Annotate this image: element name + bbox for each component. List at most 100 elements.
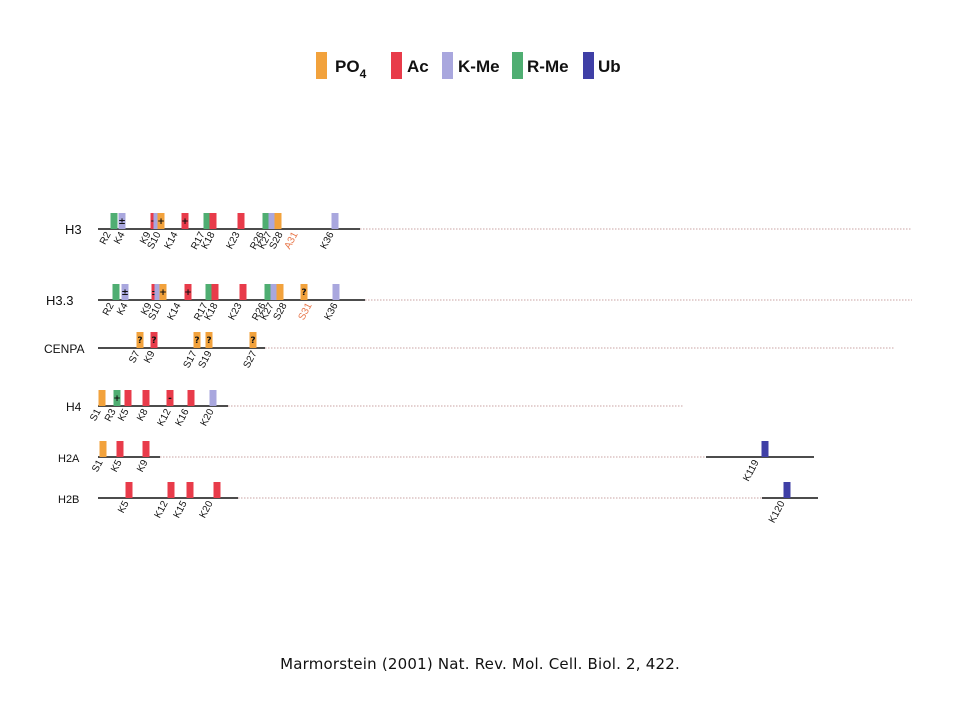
site-label-h4-k12: K12 bbox=[156, 407, 174, 428]
site-label-h3-3-k9: K9 bbox=[139, 301, 155, 317]
mark-h4-4-ac bbox=[166, 390, 174, 406]
histone-label-h3: H3 bbox=[65, 222, 82, 237]
histone-label-cenpa: CENPA bbox=[44, 342, 84, 356]
mark-h3-0-r-me bbox=[110, 213, 118, 229]
histone-row-h3-3: H3.3±±++?R2K4K9S10K14R17K18K23R26K27S28S… bbox=[46, 284, 912, 323]
site-label-h4-k8: K8 bbox=[135, 407, 151, 423]
mark-h3-5-ac bbox=[181, 213, 189, 229]
site-label-h3-k36: K36 bbox=[319, 230, 337, 251]
mark-h4-0-po4 bbox=[98, 390, 106, 406]
site-label-h2b-k12: K12 bbox=[153, 499, 171, 520]
mark-symbol-h4-1: + bbox=[113, 394, 121, 404]
site-label-h4-k16: K16 bbox=[174, 407, 192, 428]
histone-row-h2a: H2A S1 K5 K9 K119 bbox=[58, 441, 814, 483]
site-label-h3-k9: K9 bbox=[138, 230, 154, 246]
site-label-h3-a31: A31 bbox=[283, 230, 301, 251]
histone-label-h4: H4 bbox=[66, 400, 82, 414]
legend-item-po4: PO4 bbox=[316, 52, 367, 81]
mark-symbol-h3-1: ± bbox=[118, 217, 126, 227]
mark-h2a-1-ac bbox=[116, 441, 124, 457]
site-label-h3-3-k36: K36 bbox=[323, 301, 341, 322]
mark-symbol-h3-3-5: + bbox=[184, 288, 192, 298]
site-label-h2a-k5: K5 bbox=[109, 458, 125, 474]
site-label-h3-s28: S28 bbox=[268, 230, 286, 251]
mark-symbol-cenpa-4: ? bbox=[250, 336, 255, 346]
site-label-h4-s1: S1 bbox=[88, 407, 104, 423]
legend-item-r-me: R-Me bbox=[512, 52, 569, 79]
mark-h3-3-12-po4 bbox=[300, 284, 308, 300]
legend-label-r-me: R-Me bbox=[527, 57, 569, 76]
mark-symbol-cenpa-0: ? bbox=[137, 336, 142, 346]
mark-h3-3-13-k-me bbox=[332, 284, 340, 300]
mark-h3-3-3-k-me bbox=[154, 284, 162, 300]
site-label-h4-k20: K20 bbox=[199, 407, 217, 428]
site-label-h4-r3: R3 bbox=[103, 407, 119, 424]
mark-symbol-h3-3-1: ± bbox=[121, 288, 129, 298]
site-label-cenpa-k9: K9 bbox=[142, 349, 158, 365]
mark-h3-3-11-po4 bbox=[276, 284, 284, 300]
legend-swatch-k-me bbox=[442, 52, 453, 79]
legend-item-ub: Ub bbox=[583, 52, 621, 79]
site-label-h3-r2: R2 bbox=[98, 230, 114, 247]
mark-h3-12-k-me bbox=[331, 213, 339, 229]
mark-h3-3-k-me bbox=[153, 213, 161, 229]
legend-label-po4: PO4 bbox=[335, 57, 367, 81]
mark-symbol-h3-3-12: ? bbox=[301, 288, 306, 298]
mark-cenpa-4-po4 bbox=[249, 332, 257, 348]
mark-h3-3-4-po4 bbox=[159, 284, 167, 300]
mark-symbol-h3-5: + bbox=[181, 217, 189, 227]
mark-h4-5-ac bbox=[187, 390, 195, 406]
histone-row-h2b: H2B K5 K12 K15 K20 K120 bbox=[58, 482, 818, 525]
mark-cenpa-3-po4 bbox=[205, 332, 213, 348]
site-label-h3-3-k23: K23 bbox=[227, 301, 245, 322]
mark-h2a-0-po4 bbox=[99, 441, 107, 457]
site-label-h2b-k15: K15 bbox=[172, 499, 190, 520]
site-label-h2b-k20: K20 bbox=[198, 499, 216, 520]
site-label-cenpa-s27: S27 bbox=[242, 349, 260, 370]
mark-h4-6-k-me bbox=[209, 390, 217, 406]
legend-label-ac: Ac bbox=[407, 57, 429, 76]
site-label-h3-3-k14: K14 bbox=[166, 301, 184, 322]
mark-h2b-4-ub bbox=[783, 482, 791, 498]
mark-symbol-cenpa-3: ? bbox=[206, 336, 211, 346]
mark-h3-3-10-k-me bbox=[270, 284, 278, 300]
mark-h3-3-9-r-me bbox=[264, 284, 272, 300]
histone-rows: H3±+++R2K4K9S10K14R17K18K23R26K27S28A31K… bbox=[44, 213, 912, 525]
legend-item-ac: Ac bbox=[391, 52, 429, 79]
site-label-h3-3-s28: S28 bbox=[272, 301, 290, 322]
mark-h2a-2-ac bbox=[142, 441, 150, 457]
legend-label-k-me: K-Me bbox=[458, 57, 500, 76]
mark-h3-11-po4 bbox=[274, 213, 282, 229]
mark-h4-2-ac bbox=[124, 390, 132, 406]
citation: Marmorstein (2001) Nat. Rev. Mol. Cell. … bbox=[280, 655, 680, 673]
mark-h3-8-ac bbox=[237, 213, 245, 229]
mark-symbol-cenpa-1: ? bbox=[151, 336, 156, 346]
mark-h2b-0-ac bbox=[125, 482, 133, 498]
site-label-h3-k23: K23 bbox=[225, 230, 243, 251]
mark-cenpa-1-ac bbox=[150, 332, 158, 348]
site-label-h3-3-k4: K4 bbox=[115, 301, 131, 317]
mark-h3-3-0-r-me bbox=[112, 284, 120, 300]
legend-swatch-ub bbox=[583, 52, 594, 79]
mark-h3-3-8-ac bbox=[239, 284, 247, 300]
legend-swatch-r-me bbox=[512, 52, 523, 79]
site-label-h3-3-r2: R2 bbox=[101, 301, 117, 318]
mark-h3-9-r-me bbox=[262, 213, 270, 229]
mark-symbol-h4-4: - bbox=[168, 394, 172, 404]
mark-h2b-3-ac bbox=[213, 482, 221, 498]
site-label-h3-3-s31: S31 bbox=[297, 301, 315, 322]
histone-row-h3: H3±+++R2K4K9S10K14R17K18K23R26K27S28A31K… bbox=[65, 213, 912, 252]
mark-h3-4-po4 bbox=[157, 213, 165, 229]
legend-swatch-ac bbox=[391, 52, 402, 79]
mark-symbol-h3-4: + bbox=[157, 217, 165, 227]
mark-h2b-1-ac bbox=[167, 482, 175, 498]
legend-swatch-po4 bbox=[316, 52, 327, 79]
mark-h3-3-6-r-me bbox=[205, 284, 213, 300]
mark-h3-7-ac bbox=[209, 213, 217, 229]
site-label-cenpa-s17: S17 bbox=[182, 349, 200, 370]
histone-label-h3-3: H3.3 bbox=[46, 293, 73, 308]
site-label-cenpa-s7: S7 bbox=[127, 349, 143, 365]
